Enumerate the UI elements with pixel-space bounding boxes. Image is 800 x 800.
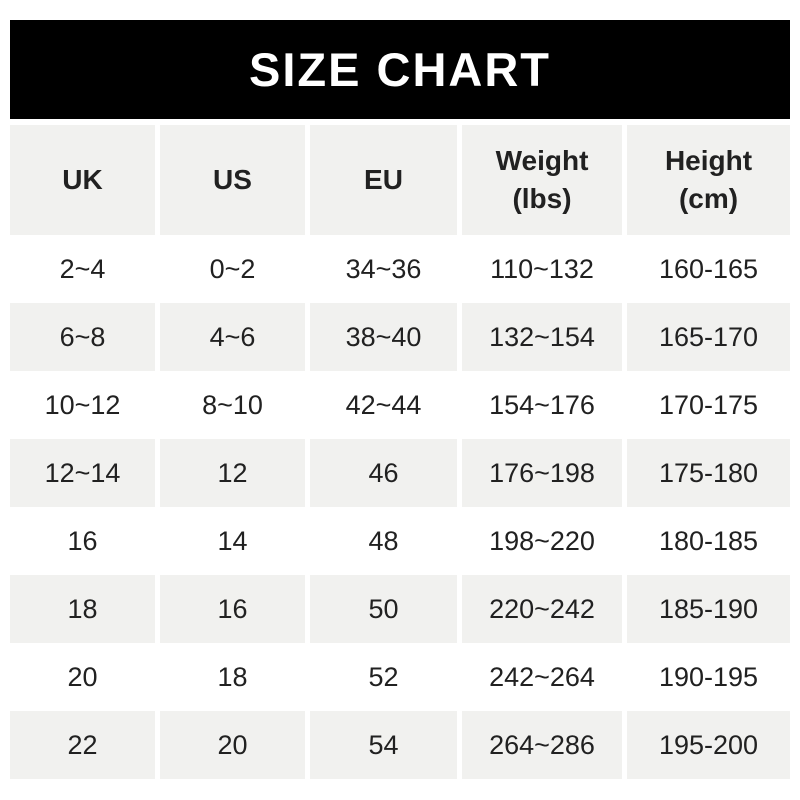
table-cell: 220~242 (462, 575, 622, 643)
table-row: 10~12 8~10 42~44 154~176 170-175 (10, 371, 790, 439)
table-cell: 38~40 (310, 303, 457, 371)
table-body: 2~4 0~2 34~36 110~132 160-165 6~8 4~6 38~40 132~… (10, 235, 790, 779)
table-cell: 160-165 (658, 253, 759, 284)
table-row: 18 16 50 220~242 185-190 (10, 575, 790, 643)
table-cell: 242~264 (489, 661, 595, 692)
table-cell: 22 (10, 711, 155, 779)
table-cell: 110~132 (490, 253, 594, 284)
table-cell: 16 (160, 575, 305, 643)
column-label: Weight (495, 145, 589, 177)
table-cell: 185-190 (627, 575, 790, 643)
size-table: UK US EU Weight (lbs) Height (cm) 2~4 0~2 34~36 1… (10, 125, 790, 779)
table-cell: 176~198 (462, 439, 622, 507)
table-row: 6~8 4~6 38~40 132~154 165-170 (10, 303, 790, 371)
table-cell: 180-185 (658, 525, 759, 556)
table-cell: 2~4 (59, 253, 106, 284)
table-cell: 54 (310, 711, 457, 779)
table-cell: 42~44 (345, 389, 422, 420)
table-cell: 20 (67, 661, 98, 692)
column-label: UK (62, 164, 103, 196)
banner: SIZE CHART (10, 20, 790, 119)
column-header-eu: EU (310, 125, 457, 235)
column-label: US (213, 164, 252, 196)
table-cell: 154~176 (489, 389, 595, 420)
table-row: 22 20 54 264~286 195-200 (10, 711, 790, 779)
table-cell: 195-200 (627, 711, 790, 779)
page-title: SIZE CHART (249, 43, 551, 96)
table-cell: 50 (310, 575, 457, 643)
table-cell: 18 (217, 661, 248, 692)
table-cell: 16 (67, 525, 98, 556)
column-label: Height (664, 145, 753, 177)
column-header-weight: Weight (lbs) (462, 125, 622, 235)
table-row: 16 14 48 198~220 180-185 (10, 507, 790, 575)
table-cell: 170-175 (658, 389, 759, 420)
table-row: 2~4 0~2 34~36 110~132 160-165 (10, 235, 790, 303)
table-row: 12~14 12 46 176~198 175-180 (10, 439, 790, 507)
table-cell: 132~154 (462, 303, 622, 371)
table-cell: 14 (217, 525, 248, 556)
table-row: 20 18 52 242~264 190-195 (10, 643, 790, 711)
table-cell: 190-195 (658, 661, 759, 692)
table-cell: 175-180 (627, 439, 790, 507)
table-cell: 12 (160, 439, 305, 507)
table-cell: 0~2 (209, 253, 256, 284)
column-header-us: US (160, 125, 305, 235)
table-cell: 4~6 (160, 303, 305, 371)
table-cell: 48 (368, 525, 399, 556)
table-cell: 6~8 (10, 303, 155, 371)
column-header-height: Height (cm) (627, 125, 790, 235)
table-cell: 18 (10, 575, 155, 643)
table-cell: 46 (310, 439, 457, 507)
column-unit-label: (lbs) (512, 183, 572, 214)
table-cell: 8~10 (202, 389, 263, 420)
table-cell: 12~14 (10, 439, 155, 507)
table-cell: 34~36 (345, 253, 422, 284)
column-header-uk: UK (10, 125, 155, 235)
table-cell: 52 (368, 661, 399, 692)
table-cell: 20 (160, 711, 305, 779)
column-unit-label: (cm) (678, 183, 739, 214)
table-cell: 198~220 (489, 525, 595, 556)
column-label: EU (364, 164, 403, 196)
table-cell: 10~12 (44, 389, 121, 420)
table-cell: 165-170 (627, 303, 790, 371)
table-header-row: UK US EU Weight (lbs) Height (cm) (10, 125, 790, 235)
table-cell: 264~286 (462, 711, 622, 779)
